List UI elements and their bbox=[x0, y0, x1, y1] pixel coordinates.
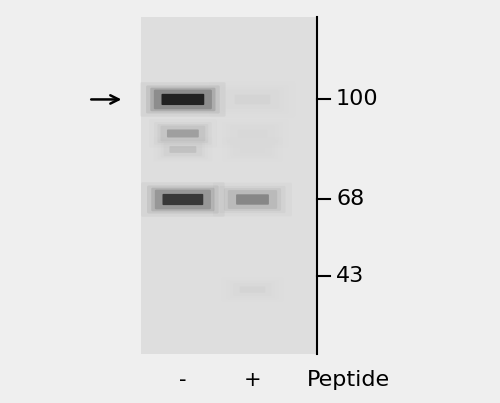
FancyBboxPatch shape bbox=[155, 190, 211, 209]
Text: 100: 100 bbox=[336, 89, 378, 110]
FancyBboxPatch shape bbox=[160, 126, 206, 141]
FancyBboxPatch shape bbox=[162, 194, 203, 205]
FancyBboxPatch shape bbox=[240, 146, 264, 153]
FancyBboxPatch shape bbox=[147, 185, 218, 214]
FancyBboxPatch shape bbox=[170, 146, 196, 153]
FancyBboxPatch shape bbox=[154, 89, 212, 109]
FancyBboxPatch shape bbox=[234, 95, 270, 104]
FancyBboxPatch shape bbox=[164, 143, 202, 156]
Text: 43: 43 bbox=[336, 266, 364, 286]
FancyBboxPatch shape bbox=[238, 130, 267, 137]
FancyBboxPatch shape bbox=[236, 194, 269, 205]
FancyBboxPatch shape bbox=[226, 90, 279, 109]
FancyBboxPatch shape bbox=[240, 287, 266, 293]
Text: +: + bbox=[244, 370, 262, 390]
FancyBboxPatch shape bbox=[233, 283, 272, 296]
FancyBboxPatch shape bbox=[154, 122, 212, 145]
FancyBboxPatch shape bbox=[167, 129, 199, 137]
Text: Peptide: Peptide bbox=[307, 370, 390, 390]
FancyBboxPatch shape bbox=[146, 85, 220, 114]
Text: -: - bbox=[179, 370, 186, 390]
FancyBboxPatch shape bbox=[161, 141, 205, 158]
Text: 68: 68 bbox=[336, 189, 364, 210]
FancyBboxPatch shape bbox=[158, 124, 208, 143]
FancyBboxPatch shape bbox=[220, 186, 286, 213]
FancyBboxPatch shape bbox=[162, 94, 204, 105]
FancyBboxPatch shape bbox=[224, 188, 281, 211]
FancyBboxPatch shape bbox=[152, 188, 214, 211]
FancyBboxPatch shape bbox=[140, 82, 226, 116]
Bar bbox=[140, 17, 317, 353]
FancyBboxPatch shape bbox=[150, 88, 216, 111]
FancyBboxPatch shape bbox=[228, 190, 277, 209]
